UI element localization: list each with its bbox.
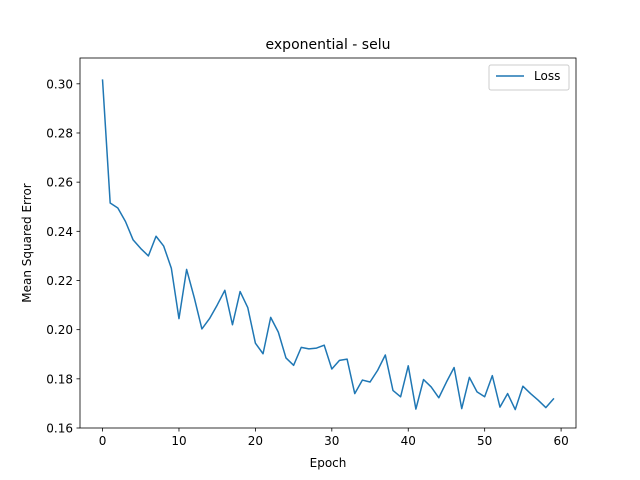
legend-label-loss: Loss xyxy=(534,69,560,83)
y-tick-label: 0.16 xyxy=(46,422,73,436)
y-axis-label: Mean Squared Error xyxy=(20,183,34,303)
x-tick-label: 60 xyxy=(553,434,568,448)
y-tick-label: 0.26 xyxy=(46,176,73,190)
axes-frame xyxy=(79,57,577,429)
y-tick-label: 0.18 xyxy=(46,372,73,386)
x-tick-label: 0 xyxy=(99,434,107,448)
y-tick-label: 0.30 xyxy=(46,77,73,91)
series-line-loss xyxy=(101,79,555,411)
x-tick-label: 50 xyxy=(477,434,492,448)
x-tick-label: 10 xyxy=(171,434,186,448)
x-axis-label: Epoch xyxy=(310,456,347,470)
y-tick-label: 0.20 xyxy=(46,323,73,337)
legend: Loss xyxy=(488,64,570,91)
y-tick-label: 0.24 xyxy=(46,225,73,239)
x-tick-label: 20 xyxy=(248,434,263,448)
legend-box xyxy=(488,64,570,91)
y-tick-label: 0.28 xyxy=(46,126,73,140)
x-tick-label: 30 xyxy=(324,434,339,448)
x-axis: 0 10 20 30 40 50 60 xyxy=(99,428,569,448)
chart-title: exponential - selu xyxy=(266,37,391,53)
y-tick-label: 0.22 xyxy=(46,274,73,288)
x-tick-label: 40 xyxy=(401,434,416,448)
y-axis: 0.16 0.18 0.20 0.22 0.24 0.26 0.28 0.30 xyxy=(46,77,80,436)
